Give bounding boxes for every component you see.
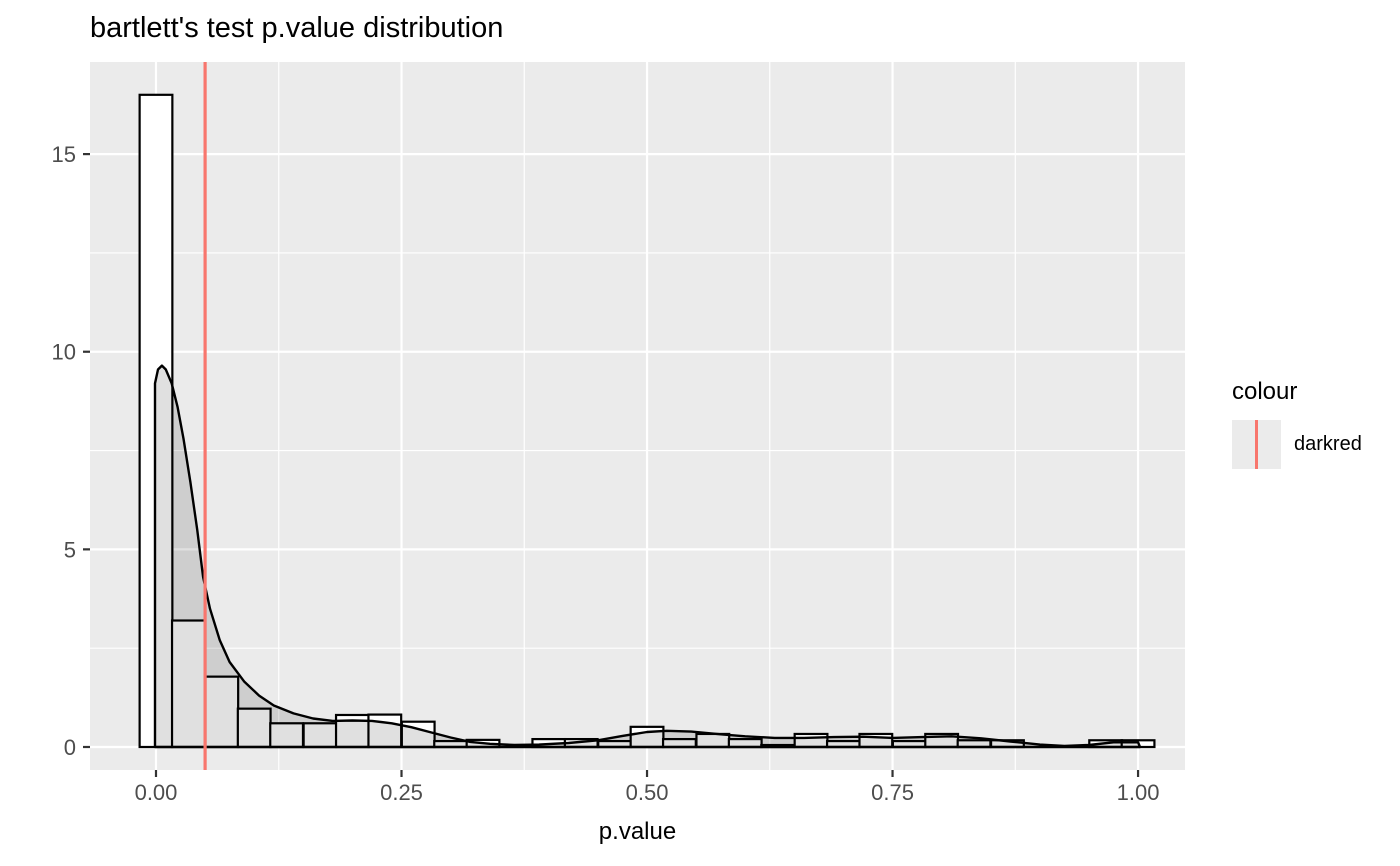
legend: colour darkred — [1232, 378, 1400, 469]
vline-legend-swatch — [1255, 420, 1258, 469]
legend-title: colour — [1232, 378, 1298, 405]
y-tick-label: 10 — [52, 340, 76, 365]
plot-panel — [90, 62, 1185, 770]
plot-title: bartlett's test p.value distribution — [90, 12, 504, 44]
density-curve — [153, 364, 1142, 749]
y-tick-label: 15 — [52, 142, 76, 167]
x-tick-label: 0.25 — [380, 780, 423, 805]
x-tick-label: 0.50 — [626, 780, 669, 805]
y-tick-label: 5 — [64, 537, 76, 562]
y-tick-label: 0 — [64, 735, 76, 760]
legend-entry: darkred — [1232, 420, 1400, 469]
x-tick-label: 1.00 — [1117, 780, 1160, 805]
legend-key — [1232, 420, 1281, 469]
x-tick-label: 0.00 — [135, 780, 178, 805]
x-tick-label: 0.75 — [871, 780, 914, 805]
x-axis-title: p.value — [598, 818, 677, 845]
legend-label: darkred — [1294, 433, 1362, 455]
